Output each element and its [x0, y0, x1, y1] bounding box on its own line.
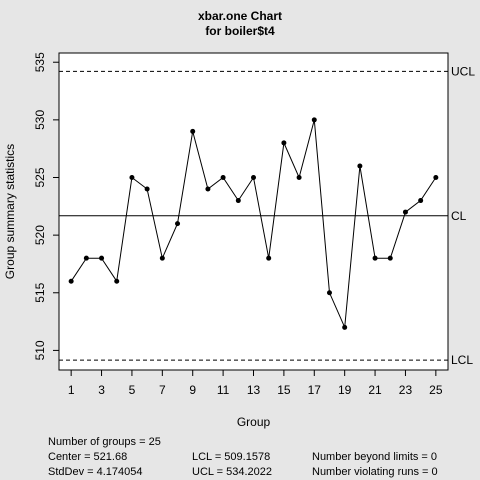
- y-tick-label: 515: [33, 282, 47, 302]
- stat-violating-runs: Number violating runs = 0: [312, 466, 438, 478]
- x-tick-label: 13: [247, 383, 261, 397]
- x-tick-label: 21: [368, 383, 382, 397]
- data-point: [418, 198, 424, 204]
- data-point: [129, 174, 135, 180]
- ucl-label: UCL: [451, 64, 475, 78]
- stat-beyond-limits: Number beyond limits = 0: [312, 451, 438, 463]
- y-tick-label: 520: [33, 225, 47, 245]
- plot-area: [58, 52, 449, 371]
- data-point: [387, 255, 393, 261]
- x-tick-label: 3: [98, 383, 105, 397]
- data-point: [235, 198, 241, 204]
- data-point: [205, 186, 211, 192]
- data-point: [296, 174, 302, 180]
- data-point: [311, 117, 317, 123]
- y-axis-title: Group summary statistics: [3, 144, 17, 279]
- stat-groups: Number of groups = 25: [48, 436, 161, 448]
- x-tick-label: 19: [338, 383, 352, 397]
- y-tick-label: 510: [33, 340, 47, 360]
- y-tick-label: 530: [33, 110, 47, 130]
- cl-label: CL: [451, 209, 467, 223]
- y-tick-label: 525: [33, 167, 47, 187]
- data-point: [175, 221, 181, 227]
- data-point: [402, 209, 408, 215]
- x-axis-title: Group: [237, 415, 271, 429]
- x-tick-label: 23: [399, 383, 413, 397]
- data-point: [251, 174, 256, 180]
- stat-center: Center = 521.68: [48, 451, 128, 463]
- chart-subtitle: for boiler$t4: [205, 24, 275, 38]
- data-point: [190, 128, 196, 134]
- x-tick-label: 17: [308, 383, 322, 397]
- y-tick-label: 535: [33, 52, 47, 72]
- data-point: [281, 140, 287, 146]
- data-point: [159, 255, 165, 261]
- data-point: [114, 278, 120, 284]
- stat-ucl: UCL = 534.2022: [192, 466, 273, 478]
- x-tick-label: 25: [429, 383, 443, 397]
- data-point: [83, 255, 89, 261]
- data-point: [220, 174, 226, 180]
- stat-stddev: StdDev = 4.174054: [48, 466, 143, 478]
- data-point: [372, 255, 378, 261]
- data-point: [433, 174, 439, 180]
- data-point: [326, 290, 332, 296]
- x-tick-label: 9: [189, 383, 196, 397]
- lcl-label: LCL: [451, 353, 473, 367]
- x-tick-label: 11: [217, 383, 230, 397]
- x-tick-label: 5: [129, 383, 136, 397]
- x-tick-label: 7: [159, 383, 166, 397]
- chart-title: xbar.one Chart: [197, 9, 283, 23]
- x-tick-label: 1: [68, 383, 75, 397]
- data-point: [266, 255, 272, 261]
- data-point: [144, 186, 150, 192]
- stat-lcl: LCL = 509.1578: [192, 451, 271, 463]
- data-point: [68, 278, 74, 284]
- data-point: [99, 255, 105, 261]
- x-tick-label: 15: [277, 383, 291, 397]
- data-point: [342, 324, 348, 330]
- data-point: [357, 163, 363, 169]
